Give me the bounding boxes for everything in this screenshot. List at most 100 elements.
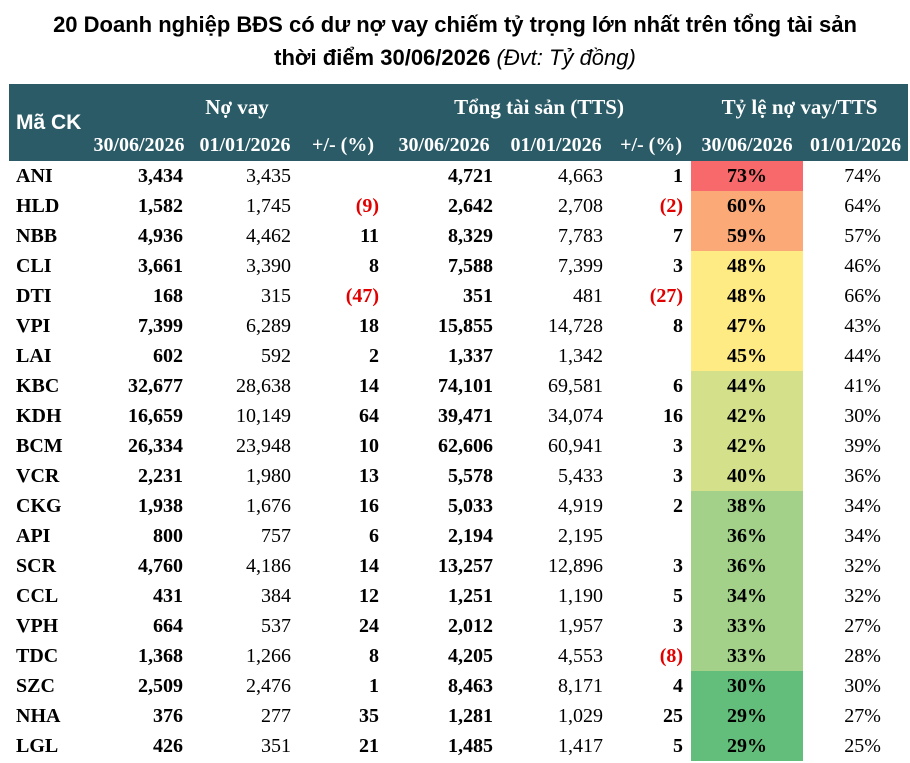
- cell-assets-prev: 1,342: [558, 344, 604, 367]
- cell-ratio-prev: 32%: [844, 584, 881, 607]
- cell-debt-cur: 1,938: [138, 494, 183, 517]
- cell-assets-change: 3: [673, 464, 684, 487]
- header-ratio-prev: 01/01/2026: [803, 130, 909, 161]
- cell-ratio-cur: 40%: [691, 461, 804, 491]
- table-row: VPI 7,399 6,289 18 15,855 14,728 8 47% 43%: [9, 311, 908, 341]
- cell-debt-cur: 7,399: [138, 314, 183, 337]
- cell-assets-cur: 62,606: [438, 434, 494, 457]
- cell-assets-prev: 14,728: [548, 314, 604, 337]
- cell-debt-cur: 426: [153, 734, 183, 757]
- cell-code: KBC: [16, 374, 60, 397]
- cell-assets-cur: 5,033: [448, 494, 494, 517]
- cell-ratio-cur: 29%: [691, 701, 804, 731]
- cell-assets-prev: 4,553: [558, 644, 604, 667]
- cell-debt-cur: 32,677: [128, 374, 183, 397]
- cell-debt-change: 8: [369, 254, 380, 277]
- cell-assets-change: 4: [673, 674, 684, 697]
- header-group-debt: Nợ vay: [87, 84, 388, 130]
- header-row-columns: 30/06/2026 01/01/2026 +/- (%) 30/06/2026…: [9, 130, 909, 161]
- title-line-2: thời điểm 30/06/2026 (Đvt: Tỷ đồng): [0, 41, 910, 74]
- header-assets-change: +/- (%): [611, 130, 692, 161]
- cell-debt-prev: 1,980: [246, 464, 291, 487]
- cell-debt-change: 2: [369, 344, 380, 367]
- cell-debt-change: 64: [359, 404, 380, 427]
- table-row: HLD 1,582 1,745 (9) 2,642 2,708 (2) 60% 64%: [9, 191, 908, 221]
- cell-code: CCL: [16, 584, 59, 607]
- cell-assets-cur: 1,485: [448, 734, 494, 757]
- cell-assets-cur: 15,855: [438, 314, 494, 337]
- cell-assets-prev: 34,074: [548, 404, 604, 427]
- cell-debt-change: 18: [359, 314, 380, 337]
- cell-debt-cur: 4,760: [138, 554, 183, 577]
- cell-debt-cur: 3,661: [138, 254, 183, 277]
- cell-ratio-cur: 73%: [691, 161, 804, 191]
- cell-ratio-prev: 74%: [844, 164, 881, 187]
- cell-assets-change: 1: [673, 164, 684, 187]
- table-row: KDH 16,659 10,149 64 39,471 34,074 16 42% 30%: [9, 401, 908, 431]
- table-row: BCM 26,334 23,948 10 62,606 60,941 3 42% 39%: [9, 431, 908, 461]
- cell-assets-prev: 2,195: [558, 524, 604, 547]
- table-row: CCL 431 384 12 1,251 1,190 5 34% 32%: [9, 581, 908, 611]
- cell-code: NHA: [16, 704, 61, 727]
- cell-assets-cur: 13,257: [438, 554, 494, 577]
- cell-ratio-prev: 46%: [844, 254, 881, 277]
- cell-assets-change: (27): [649, 284, 684, 307]
- cell-code: LGL: [16, 734, 59, 757]
- cell-assets-change: 8: [673, 314, 684, 337]
- cell-debt-cur: 3,434: [138, 164, 183, 187]
- cell-debt-prev: 4,462: [246, 224, 291, 247]
- cell-code: DTI: [16, 284, 52, 307]
- cell-code: BCM: [16, 434, 63, 457]
- cell-assets-change: 7: [673, 224, 684, 247]
- cell-debt-prev: 3,390: [246, 254, 291, 277]
- cell-assets-cur: 1,281: [448, 704, 494, 727]
- cell-ratio-prev: 30%: [844, 404, 881, 427]
- cell-assets-change: 2: [673, 494, 684, 517]
- cell-assets-change: 3: [673, 554, 684, 577]
- cell-ratio-prev: 57%: [844, 224, 881, 247]
- cell-assets-prev: 2,708: [558, 194, 604, 217]
- cell-assets-cur: 1,337: [448, 344, 494, 367]
- cell-code: TDC: [16, 644, 59, 667]
- header-debt-cur: 30/06/2026: [87, 130, 191, 161]
- cell-ratio-cur: 34%: [691, 581, 804, 611]
- table-row: NBB 4,936 4,462 11 8,329 7,783 7 59% 57%: [9, 221, 908, 251]
- cell-ratio-cur: 33%: [691, 611, 804, 641]
- cell-ratio-cur: 29%: [691, 731, 804, 761]
- cell-debt-prev: 6,289: [246, 314, 291, 337]
- cell-ratio-cur: 44%: [691, 371, 804, 401]
- table-row: DTI 168 315 (47) 351 481 (27) 48% 66%: [9, 281, 908, 311]
- header-code: Mã CK: [9, 84, 87, 161]
- cell-debt-prev: 351: [261, 734, 291, 757]
- cell-debt-change: 24: [359, 614, 380, 637]
- table-row: LGL 426 351 21 1,485 1,417 5 29% 25%: [9, 731, 908, 761]
- cell-ratio-cur: 42%: [691, 431, 804, 461]
- cell-ratio-cur: 30%: [691, 671, 804, 701]
- cell-ratio-prev: 25%: [844, 734, 881, 757]
- cell-debt-prev: 1,745: [246, 194, 291, 217]
- table-row: VPH 664 537 24 2,012 1,957 3 33% 27%: [9, 611, 908, 641]
- header-ratio-cur: 30/06/2026: [691, 130, 804, 161]
- cell-debt-cur: 376: [153, 704, 183, 727]
- cell-assets-change: [611, 521, 691, 551]
- cell-ratio-cur: 60%: [691, 191, 804, 221]
- header-assets-prev: 01/01/2026: [501, 130, 612, 161]
- data-table: Mã CK Nợ vay Tổng tài sản (TTS) Tỷ lệ nợ…: [9, 84, 909, 761]
- cell-assets-prev: 4,919: [558, 494, 604, 517]
- header-group-assets: Tổng tài sản (TTS): [387, 84, 692, 130]
- cell-assets-change: (2): [659, 194, 684, 217]
- cell-debt-change: 35: [359, 704, 380, 727]
- header-group-ratio: Tỷ lệ nợ vay/TTS: [691, 84, 909, 130]
- table-row: KBC 32,677 28,638 14 74,101 69,581 6 44% 41%: [9, 371, 908, 401]
- cell-debt-prev: 315: [261, 284, 291, 307]
- cell-assets-prev: 1,029: [558, 704, 604, 727]
- cell-code: KDH: [16, 404, 62, 427]
- cell-debt-cur: 2,231: [138, 464, 183, 487]
- table-row: LAI 602 592 2 1,337 1,342 45% 44%: [9, 341, 908, 371]
- cell-code: VCR: [16, 464, 60, 487]
- title-line-1: 20 Doanh nghiệp BĐS có dư nợ vay chiếm t…: [53, 12, 857, 37]
- cell-ratio-prev: 44%: [844, 344, 881, 367]
- cell-ratio-cur: 42%: [691, 401, 804, 431]
- cell-assets-change: 6: [673, 374, 684, 397]
- cell-debt-prev: 277: [261, 704, 291, 727]
